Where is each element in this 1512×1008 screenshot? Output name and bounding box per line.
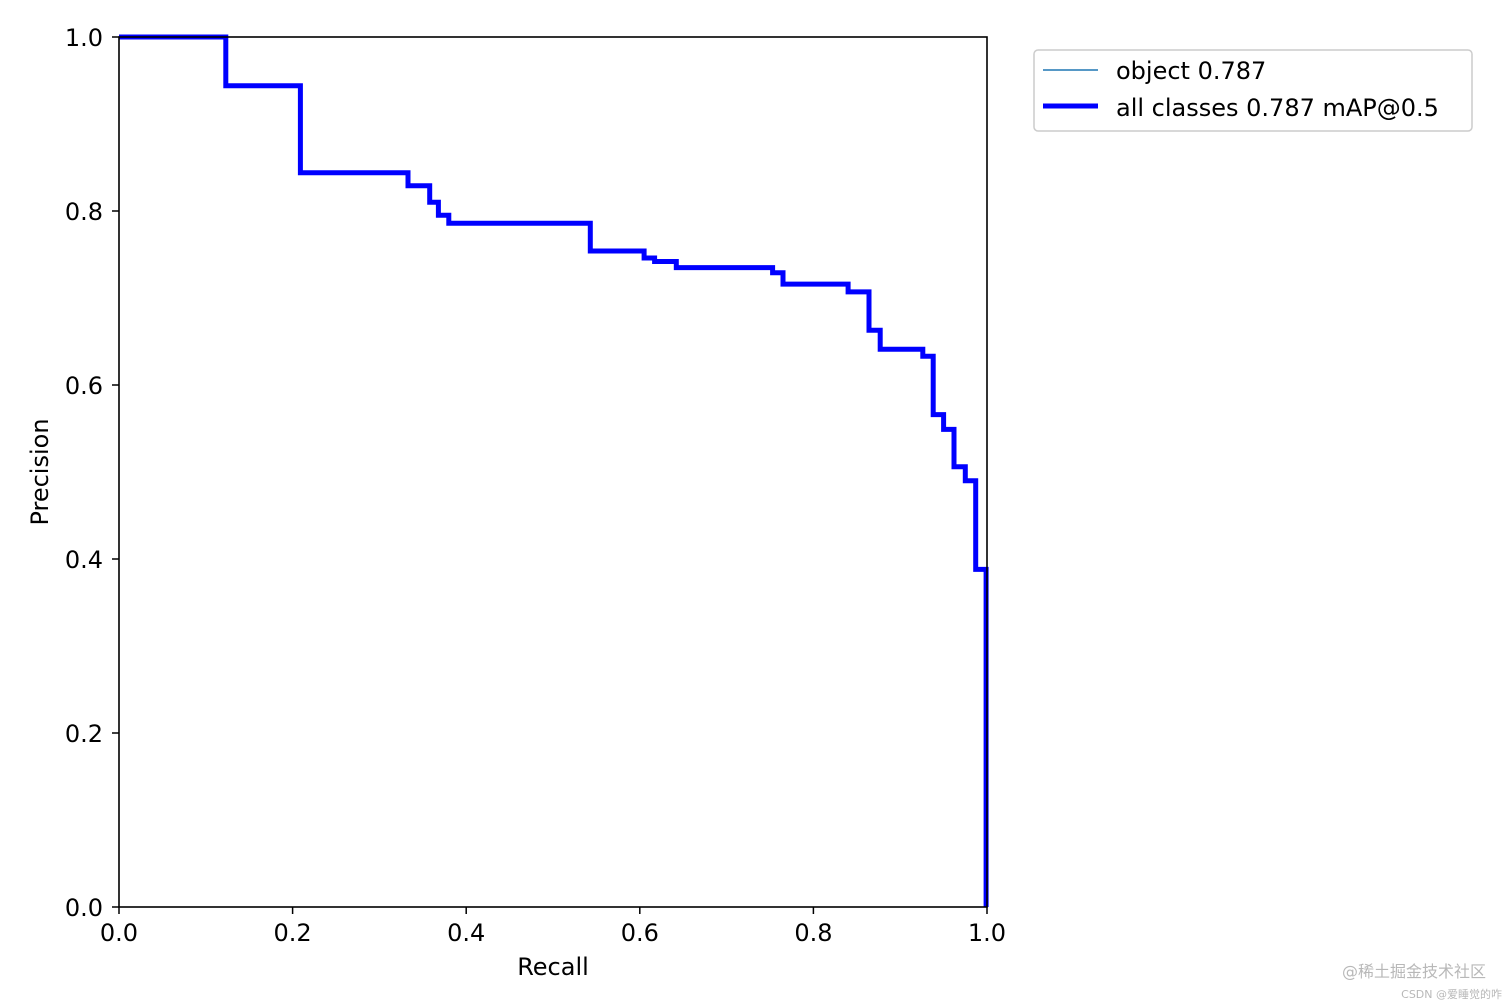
- y-tick-label: 0.6: [65, 372, 103, 400]
- plot-series-group: [119, 34, 989, 907]
- y-axis-label: Precision: [26, 418, 54, 525]
- y-tick-label: 0.2: [65, 720, 103, 748]
- watermark-main: @稀土掘金技术社区: [1341, 962, 1486, 981]
- x-tick-label: 0.4: [447, 919, 485, 947]
- x-axis-ticks: 0.0 0.2 0.4 0.6 0.8 1.0: [100, 907, 1006, 947]
- legend: object 0.787 all classes 0.787 mAP@0.5: [1033, 49, 1473, 132]
- y-tick-label: 0.4: [65, 546, 103, 574]
- legend-entry-object: object 0.787: [1116, 57, 1266, 85]
- x-tick-label: 0.0: [100, 919, 138, 947]
- watermark-sub: CSDN @爱睡觉的咋: [1401, 988, 1502, 1001]
- y-axis-ticks: 0.0 0.2 0.4 0.6 0.8 1.0: [65, 24, 119, 922]
- y-tick-label: 0.0: [65, 894, 103, 922]
- x-tick-label: 0.2: [274, 919, 312, 947]
- series-line-0: [119, 36, 987, 907]
- series-line-1: [119, 34, 989, 907]
- legend-box: [1033, 49, 1473, 132]
- y-tick-label: 1.0: [65, 24, 103, 52]
- x-tick-label: 0.8: [794, 919, 832, 947]
- x-tick-label: 1.0: [968, 919, 1006, 947]
- legend-entry-all-classes: all classes 0.787 mAP@0.5: [1116, 94, 1439, 122]
- plot-frame: [118, 36, 988, 908]
- x-tick-label: 0.6: [621, 919, 659, 947]
- x-axis-label: Recall: [517, 953, 589, 981]
- y-tick-label: 0.8: [65, 198, 103, 226]
